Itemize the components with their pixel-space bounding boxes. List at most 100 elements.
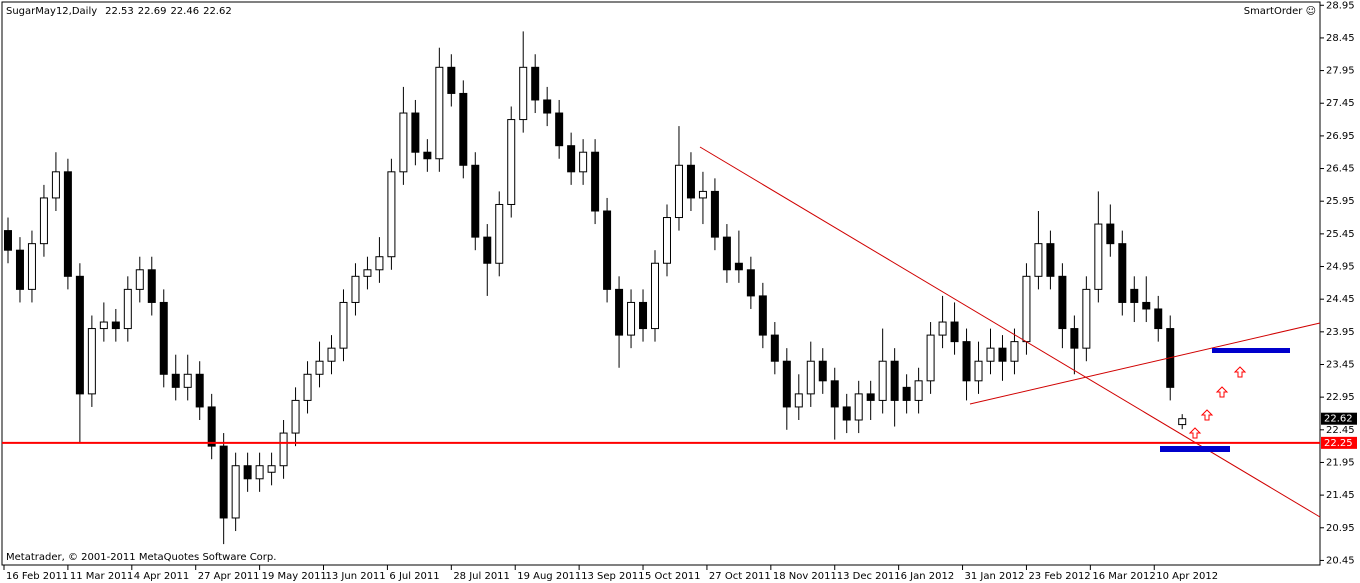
last-open: 22.53 xyxy=(105,6,134,17)
candle-body xyxy=(471,164,480,238)
level-label-box xyxy=(1321,436,1357,449)
candle-body xyxy=(938,321,947,336)
candle-body xyxy=(818,360,827,382)
y-tick-label: 28.45 xyxy=(1326,33,1355,44)
candle-body xyxy=(99,321,108,330)
x-tick-label: 6 Jan 2012 xyxy=(901,571,955,582)
candle-body xyxy=(495,203,504,264)
candle-body xyxy=(1142,301,1151,310)
candle-body xyxy=(674,164,683,219)
candle-body xyxy=(123,288,132,330)
candle-body xyxy=(459,92,468,166)
candle-body xyxy=(1154,308,1163,330)
candle-body xyxy=(651,262,660,330)
candle-body xyxy=(686,164,695,199)
x-tick-label: 11 Mar 2011 xyxy=(70,571,133,582)
candle-body xyxy=(171,373,180,388)
x-tick-label: 16 Feb 2011 xyxy=(6,571,68,582)
candle-body xyxy=(327,347,336,362)
candle-body xyxy=(363,269,372,277)
y-tick-label: 25.95 xyxy=(1326,196,1355,207)
candle-body xyxy=(950,321,959,343)
candle-body xyxy=(207,406,216,447)
x-tick-label: 16 Mar 2012 xyxy=(1092,571,1155,582)
x-tick-label: 31 Jan 2012 xyxy=(965,571,1025,582)
candle-body xyxy=(447,66,456,94)
candle-body xyxy=(746,269,755,297)
candle-body xyxy=(854,393,863,421)
candle-body xyxy=(770,334,779,362)
candle-body xyxy=(267,465,276,473)
candle-body xyxy=(1022,275,1031,343)
x-tick-label: 6 Jul 2011 xyxy=(389,571,439,582)
y-tick-label: 24.45 xyxy=(1326,294,1355,305)
trend-line xyxy=(699,146,1321,518)
x-tick-label: 27 Oct 2011 xyxy=(709,571,771,582)
candle-body xyxy=(1046,243,1055,277)
candle-body xyxy=(866,393,875,401)
candle-body xyxy=(279,432,288,467)
candle-body xyxy=(1034,243,1043,277)
candle-body xyxy=(603,210,612,290)
candle-body xyxy=(627,301,636,336)
candle-body xyxy=(579,151,588,173)
watermark: SmartOrder ☺ xyxy=(1244,6,1316,17)
candle-body xyxy=(519,66,528,121)
candle-body xyxy=(339,301,348,349)
candle-body xyxy=(531,66,540,101)
candle-body xyxy=(902,386,911,401)
candle-body xyxy=(111,321,120,330)
last-price-label: 22.62 xyxy=(1324,414,1353,425)
candle-body xyxy=(399,112,408,173)
y-tick-label: 26.95 xyxy=(1326,131,1355,142)
candle-body xyxy=(1094,223,1103,290)
candle-body xyxy=(986,347,995,362)
x-tick-label: 23 Feb 2012 xyxy=(1028,571,1090,582)
x-tick-label: 18 Nov 2011 xyxy=(773,571,837,582)
x-tick-label: 13 Sep 2011 xyxy=(581,571,644,582)
up-arrow xyxy=(1233,366,1247,378)
entry-zone xyxy=(1160,446,1230,452)
candle-body xyxy=(722,236,731,271)
candle-body xyxy=(303,373,312,401)
candle-body xyxy=(962,341,971,382)
candle-body xyxy=(591,151,600,212)
annotations xyxy=(699,146,1321,518)
trend-line xyxy=(969,322,1321,405)
x-tick-label: 10 Apr 2012 xyxy=(1156,571,1218,582)
up-arrow xyxy=(1188,427,1202,439)
candle-body xyxy=(435,66,444,160)
candle-body xyxy=(51,171,60,199)
candle-body xyxy=(63,171,72,277)
candle-body xyxy=(87,328,96,395)
last-low: 22.46 xyxy=(170,6,199,17)
up-arrow xyxy=(1200,409,1214,421)
candle-body xyxy=(782,360,791,408)
candle-body xyxy=(998,347,1007,362)
candle-body xyxy=(710,190,719,238)
candle-body xyxy=(878,360,887,401)
candle-body xyxy=(615,288,624,336)
candle-body xyxy=(662,217,671,264)
y-tick-label: 21.45 xyxy=(1326,490,1355,501)
candle-body xyxy=(1058,275,1067,330)
y-tick-label: 27.45 xyxy=(1326,98,1355,109)
candle-body xyxy=(351,275,360,303)
candle-body xyxy=(291,399,300,434)
candle-body xyxy=(890,360,899,401)
candle-body xyxy=(830,380,839,408)
candle-body xyxy=(1118,243,1127,303)
candle-body xyxy=(147,269,156,303)
candle-body xyxy=(411,112,420,153)
candle-body xyxy=(3,230,12,251)
candle-body xyxy=(555,112,564,147)
candle-body xyxy=(483,236,492,264)
last-price-box xyxy=(1321,412,1357,425)
chart-title: SugarMay12,Daily xyxy=(6,6,97,17)
candle-body xyxy=(639,301,648,330)
y-tick-label: 26.45 xyxy=(1326,164,1355,175)
y-tick-label: 28.95 xyxy=(1326,0,1355,11)
x-tick-label: 19 May 2011 xyxy=(262,571,327,582)
y-tick-label: 23.45 xyxy=(1326,359,1355,370)
